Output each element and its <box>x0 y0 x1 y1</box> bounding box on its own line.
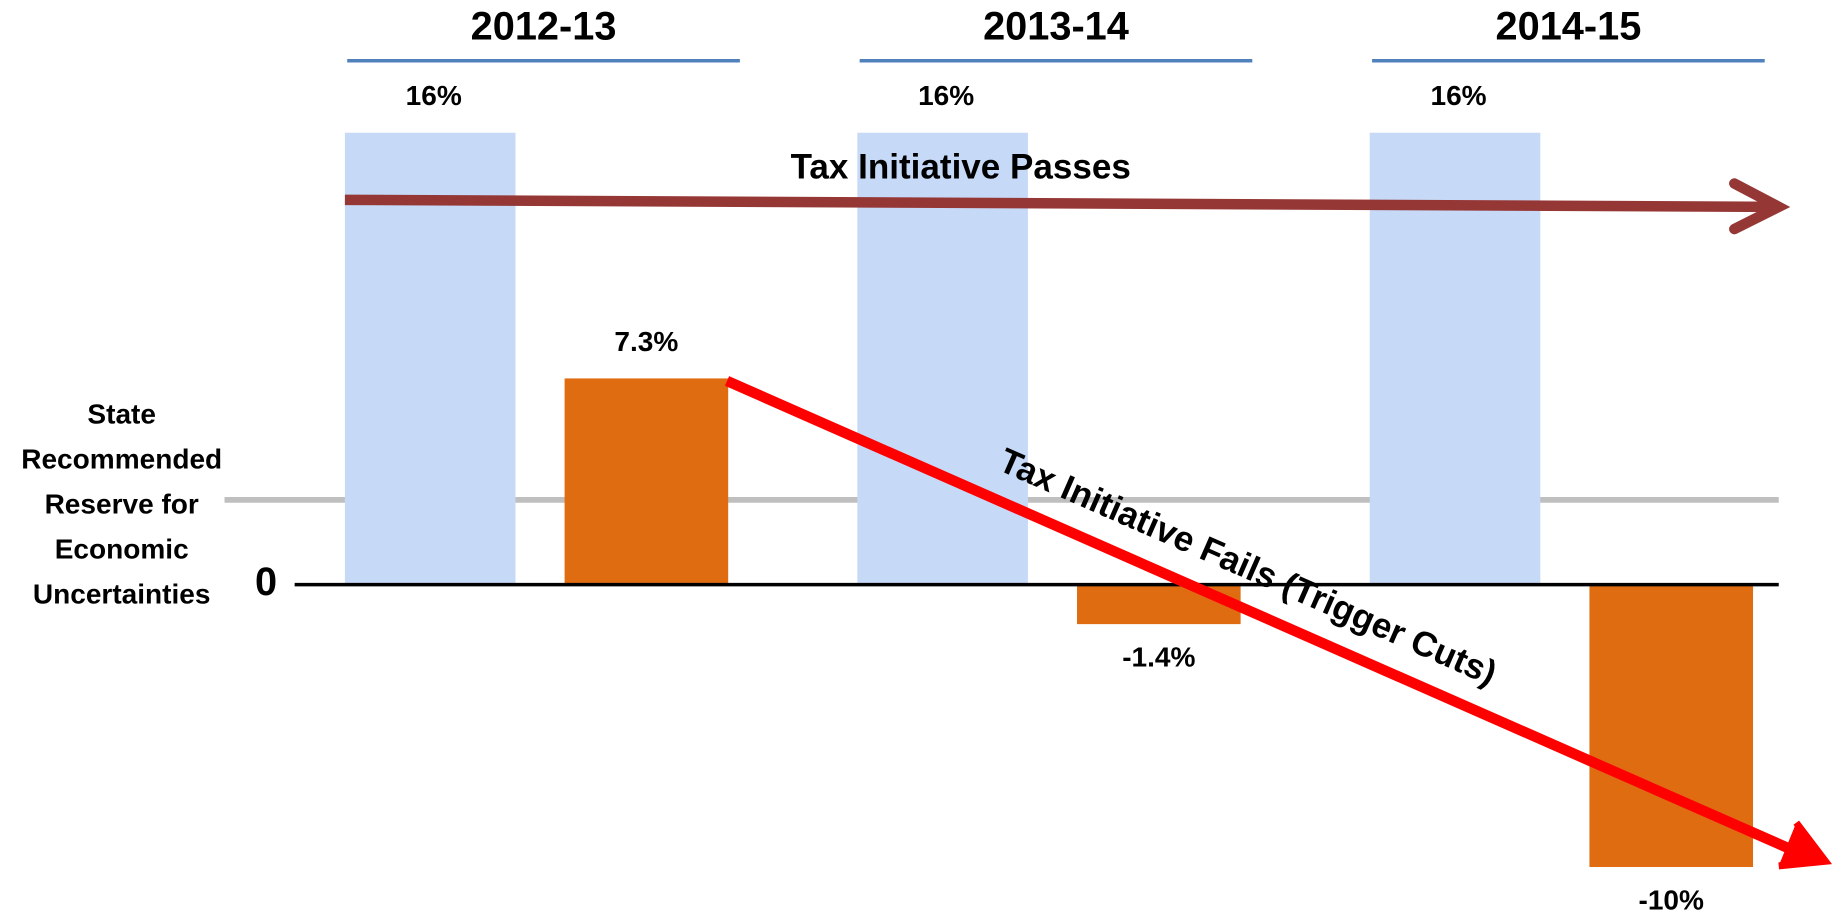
layer: State Recommended Reserve for Economic Uncer… <box>21 5 1779 915</box>
value-label: 16% <box>1430 80 1486 111</box>
bar <box>564 378 729 585</box>
arrow-head <box>1729 178 1791 235</box>
annotation: Tax Initiative Passes <box>791 148 1131 187</box>
value-label: 7.3% <box>614 326 678 357</box>
reference-label: Uncertainties <box>33 578 211 609</box>
value-label: -1.4% <box>1122 642 1195 673</box>
value-label: -10% <box>1639 884 1705 915</box>
category-label: 2012-13 <box>471 5 617 49</box>
y-tick-label: 0 <box>255 560 277 604</box>
value-label: 16% <box>406 80 462 111</box>
bar <box>344 132 516 585</box>
reference-label: Recommended <box>21 443 222 474</box>
arrow-head <box>1778 820 1833 870</box>
category-label: 2014-15 <box>1496 5 1642 49</box>
arrow <box>344 194 1773 213</box>
reference-label: State <box>87 398 156 429</box>
category-label: 2013-14 <box>983 5 1129 49</box>
value-label: 16% <box>918 80 974 111</box>
reference-label: Reserve for <box>45 488 199 519</box>
arrow <box>724 376 1805 860</box>
reference-label: Economic <box>55 533 189 564</box>
